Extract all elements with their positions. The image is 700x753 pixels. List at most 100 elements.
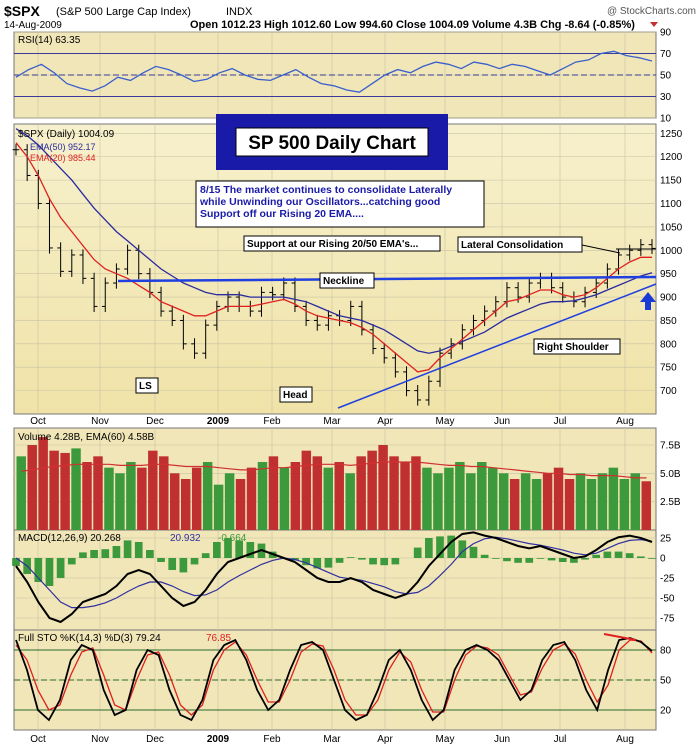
volume-bar-8 — [104, 467, 114, 530]
volume-bar-24 — [279, 467, 290, 530]
ytick-price-10: 1200 — [660, 152, 683, 163]
macd-legend: MACD(12,26,9) 20.268 — [18, 533, 121, 544]
ytick-rsi-2: 50 — [660, 71, 672, 82]
volume-bar-55 — [619, 479, 630, 530]
ytick-price-9: 1150 — [660, 176, 682, 187]
x-label-bottom-6: Apr — [377, 734, 393, 745]
chart-note-line: 8/15 The market continues to consolidate… — [200, 184, 452, 196]
volume-bar-6 — [82, 462, 92, 530]
ytick-stochastic-1: 50 — [660, 676, 672, 687]
macd-hist-bar-16 — [190, 558, 199, 565]
macd-hist-legend: -0.664 — [218, 533, 247, 544]
macd-hist-bar-12 — [146, 550, 154, 558]
x-label-bottom-8: Jun — [494, 734, 510, 745]
macd-hist-bar-14 — [168, 558, 177, 570]
sto-d-line — [15, 639, 653, 716]
macd-hist-bar-46 — [525, 558, 534, 563]
volume-bar-38 — [433, 473, 443, 530]
ytick-stochastic-2: 80 — [660, 646, 672, 657]
volume-bar-33 — [378, 445, 388, 530]
x-label-bottom-2: Dec — [146, 734, 164, 745]
stochastic-d-legend: 76.85 — [206, 633, 231, 644]
x-label-bottom-4: Feb — [263, 734, 281, 745]
ytick-rsi-0: 10 — [660, 114, 672, 125]
ema20-legend: EMA(20) 985.44 — [30, 153, 96, 163]
volume-bar-43 — [488, 467, 498, 530]
macd-hist-bar-11 — [134, 542, 143, 558]
chart-header: $SPX (S&P 500 Large Cap Index) INDX @ St… — [4, 3, 696, 31]
macd-hist-bar-48 — [547, 558, 556, 561]
x-label-mid-0: Oct — [30, 416, 46, 427]
ema50-line — [15, 128, 653, 354]
ytick-price-1: 750 — [660, 363, 677, 374]
rsi-line — [15, 50, 653, 93]
macd-hist-bar-51 — [581, 558, 589, 560]
volume-bar-35 — [400, 462, 410, 530]
macd-hist-bar-17 — [201, 553, 210, 558]
ytick-volume-1: 5.0B — [660, 469, 681, 480]
head-box — [279, 386, 313, 403]
macd-hist-bar-32 — [369, 558, 377, 565]
ytick-macd-4: 25 — [660, 534, 672, 545]
ohlc-summary: Open 1012.23 High 1012.60 Low 994.60 Clo… — [190, 19, 635, 31]
macd-hist-bar-42 — [480, 554, 489, 558]
price-legend: $SPX (Daily) 1004.09 — [18, 129, 115, 140]
macd-hist-bar-5 — [67, 558, 76, 565]
x-label-bottom-7: May — [436, 734, 455, 745]
chart-note-line: while Unwinding our Oscillators...catchi… — [199, 196, 440, 208]
volume-bar-23 — [268, 456, 279, 530]
watermark: @ StockCharts.com — [607, 6, 696, 17]
title-inner-box — [235, 127, 429, 157]
head-label: Head — [283, 390, 307, 401]
volume-bar-15 — [180, 479, 191, 530]
macd-hist-bar-31 — [358, 558, 366, 560]
annotations: SP 500 Daily Chart 8/15 The market conti… — [117, 114, 657, 409]
sto-divergence-line — [603, 633, 637, 641]
macd-signal-line — [15, 536, 653, 609]
macd-hist-bar-10 — [123, 540, 132, 558]
volume-bar-49 — [553, 467, 564, 530]
x-label-mid-8: Jun — [494, 416, 510, 427]
ytick-price-6: 1000 — [660, 246, 683, 257]
volume-bar-52 — [586, 479, 597, 530]
volume-bar-27 — [312, 456, 323, 530]
macd-hist-bar-18 — [213, 542, 221, 558]
volume-bar-36 — [411, 456, 421, 530]
index-name: (S&P 500 Large Cap Index) — [56, 6, 191, 18]
volume-bar-29 — [334, 462, 344, 530]
x-label-mid-6: Apr — [377, 416, 393, 427]
macd-hist-bar-43 — [491, 558, 500, 559]
x-axis-labels-bottom: Oct Nov Dec 2009 Feb Mar Apr May Jun Jul Aug — [30, 734, 634, 745]
macd-hist-bar-15 — [179, 558, 188, 573]
ls-box — [135, 377, 159, 394]
volume-bar-22 — [257, 462, 268, 530]
x-label-mid-5: Mar — [323, 416, 341, 427]
volume-bar-31 — [356, 456, 366, 530]
x-label-bottom-10: Aug — [616, 734, 634, 745]
volume-bar-28 — [323, 467, 333, 530]
volume-bar-47 — [531, 479, 542, 530]
volume-bar-51 — [575, 473, 586, 530]
volume-bar-19 — [224, 473, 235, 530]
volume-bar-17 — [202, 462, 213, 530]
volume-bar-48 — [542, 473, 553, 530]
volume-bar-26 — [301, 450, 312, 530]
macd-hist-bar-53 — [603, 551, 612, 558]
macd-hist-bar-26 — [302, 558, 310, 566]
volume-bar-16 — [191, 467, 202, 530]
header-date: 14-Aug-2009 — [4, 20, 62, 31]
ema20-line — [15, 142, 652, 373]
macd-line — [15, 531, 653, 624]
macd-hist-bar-36 — [413, 547, 422, 558]
volume-bar-40 — [455, 462, 465, 530]
volume-bar-45 — [509, 479, 520, 530]
exchange: INDX — [226, 6, 253, 18]
volume-bar-0 — [16, 456, 26, 530]
volume-bar-14 — [170, 473, 180, 530]
chart-title: SP 500 Daily Chart — [248, 133, 416, 154]
volume-bar-46 — [520, 473, 531, 530]
ytick-rsi-1: 30 — [660, 92, 672, 103]
lateral-pointer — [581, 244, 621, 254]
